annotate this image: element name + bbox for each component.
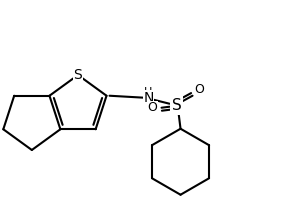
- Text: H: H: [144, 87, 153, 97]
- Text: N: N: [143, 91, 154, 105]
- Text: S: S: [74, 68, 82, 82]
- Text: S: S: [172, 98, 182, 113]
- Text: O: O: [195, 83, 205, 96]
- Text: O: O: [148, 101, 158, 114]
